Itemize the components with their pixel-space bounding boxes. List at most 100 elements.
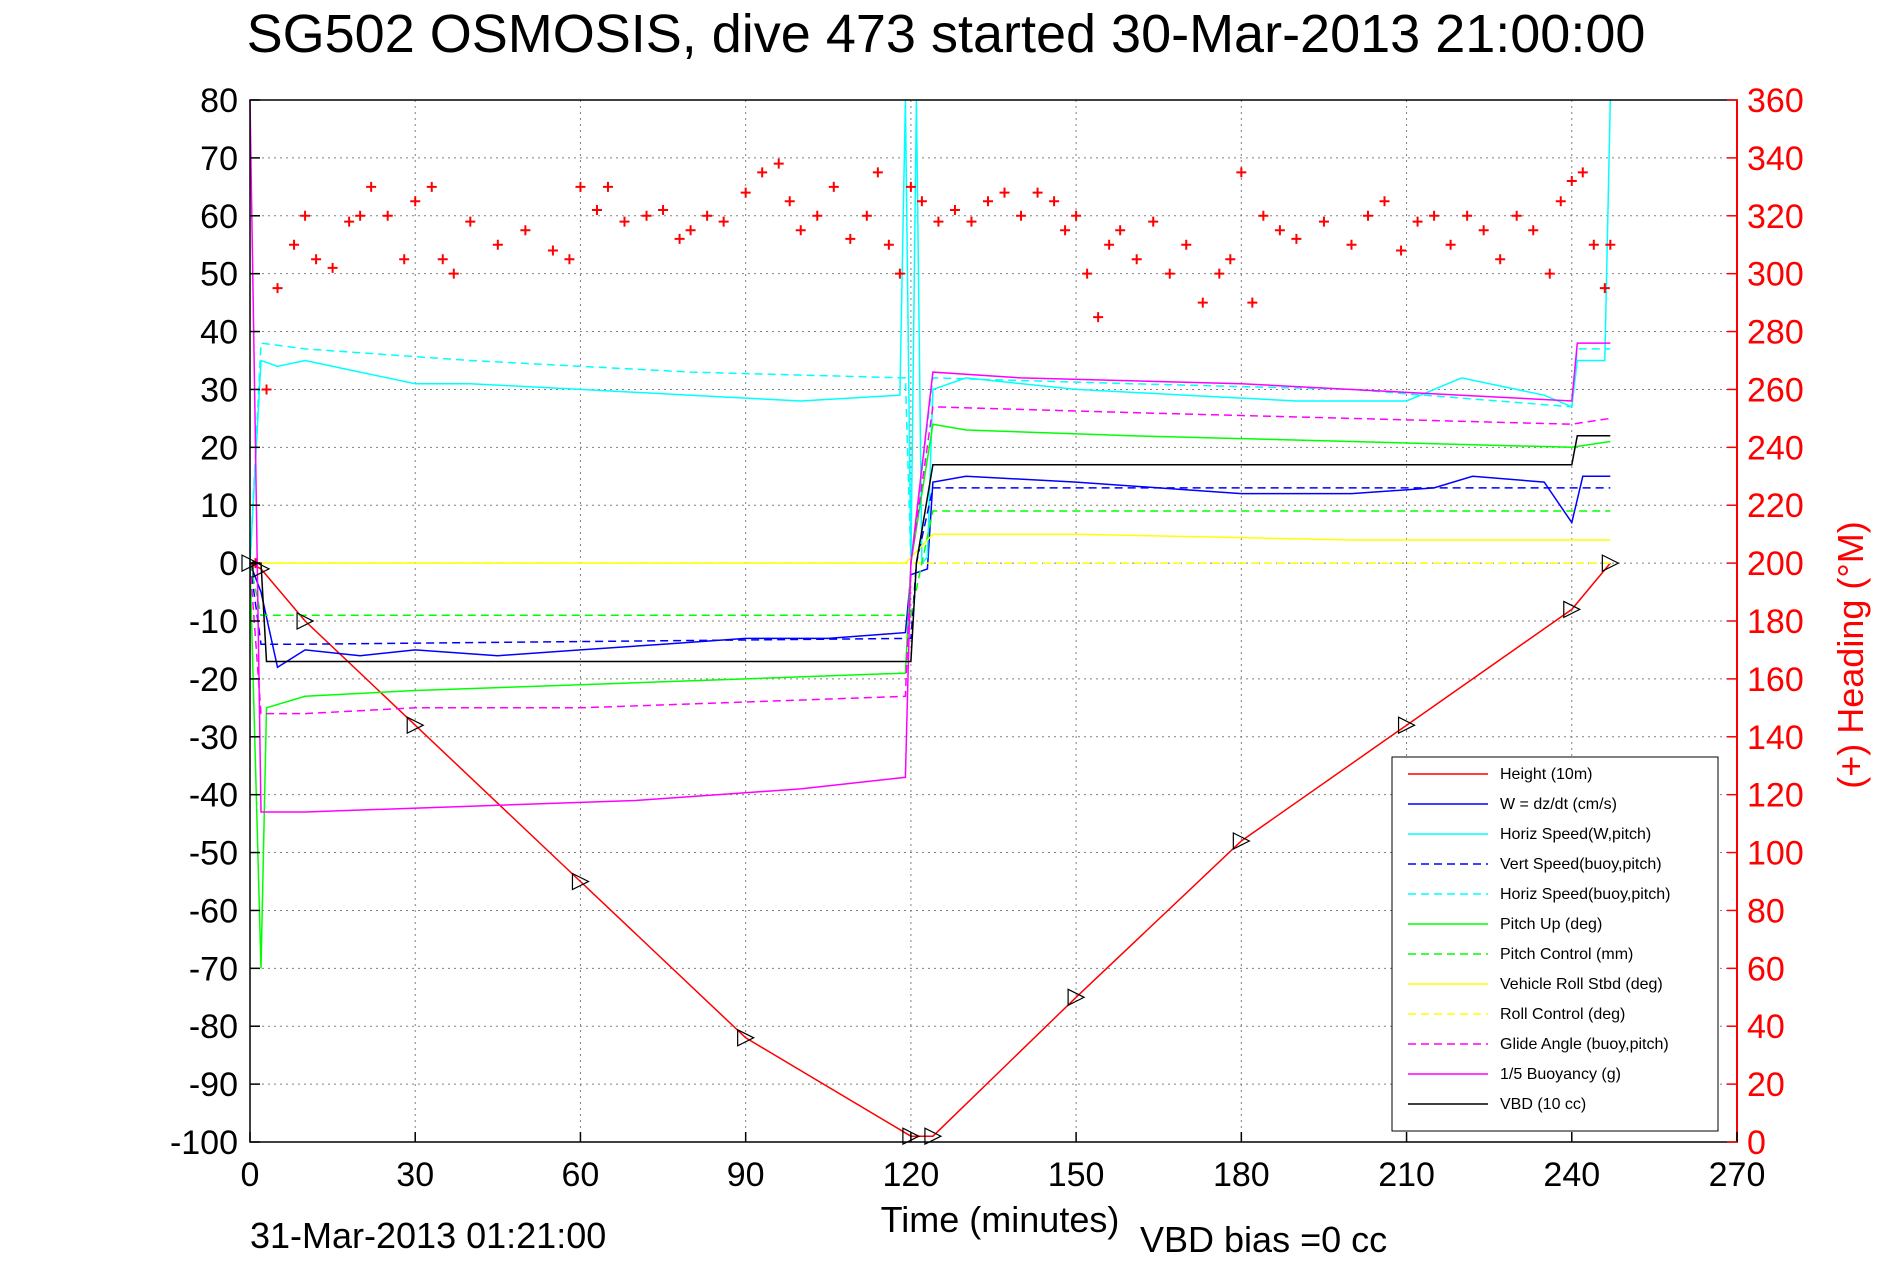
right-tick-label: 140: [1747, 719, 1804, 757]
heading-point: [1605, 239, 1616, 250]
y-tick-label: -30: [189, 719, 238, 757]
heading-point: [905, 181, 916, 192]
heading-point: [382, 210, 393, 221]
heading-point: [1164, 268, 1175, 279]
heading-point: [1214, 268, 1225, 279]
y-tick-label: 80: [200, 82, 238, 120]
y-tick-label: -10: [189, 603, 238, 641]
heading-point: [982, 196, 993, 207]
heading-point: [1379, 196, 1390, 207]
legend-label: Horiz Speed(W,pitch): [1500, 826, 1651, 843]
heading-point: [1445, 239, 1456, 250]
heading-point: [1363, 210, 1373, 221]
heading-point: [1544, 268, 1555, 279]
y-tick-label: 30: [200, 371, 238, 409]
x-tick-label: 210: [1378, 1156, 1435, 1194]
series-line-9: [249, 406, 1611, 715]
height-marker: [1232, 832, 1251, 850]
x-tick-label: 0: [241, 1156, 260, 1194]
legend-label: Pitch Up (deg): [1500, 916, 1602, 933]
height-marker: [737, 1028, 756, 1047]
right-tick-label: 360: [1747, 82, 1804, 120]
heading-point: [861, 210, 872, 221]
legend-label: Horiz Speed(buoy,pitch): [1500, 886, 1670, 903]
heading-point: [1429, 210, 1440, 221]
series-line-11: [250, 435, 1611, 663]
series-layer: [249, 99, 1612, 1137]
heading-point: [1236, 167, 1247, 178]
heading-point: [999, 187, 1010, 198]
height-marker: [1563, 600, 1582, 619]
heading-point: [311, 254, 322, 265]
axis-ticks: 0 30 60 90 120 150 180 210 240 270 80 70 60 50 40 30 20 1…: [170, 82, 1804, 1194]
right-tick-label: 220: [1747, 487, 1804, 525]
right-tick-label: 240: [1747, 429, 1804, 467]
heading-point: [437, 254, 448, 265]
heading-point: [1104, 239, 1115, 250]
right-axis-label: (+) Heading (°M): [1830, 521, 1871, 788]
series-line-1: [249, 475, 1611, 669]
right-tick-label: 60: [1747, 950, 1785, 988]
x-tick-label: 90: [727, 1156, 765, 1194]
heading-point: [465, 216, 476, 227]
heading-point: [602, 181, 613, 192]
x-tick-label: 60: [562, 1156, 600, 1194]
y-tick-label: 40: [200, 314, 238, 352]
heading-point: [795, 225, 806, 236]
series-line-4: [249, 342, 1611, 564]
y-tick-label: 60: [200, 198, 238, 236]
heading-point: [757, 167, 768, 178]
y-tick-label: -60: [189, 892, 238, 930]
heading-point: [399, 254, 410, 265]
right-tick-label: 0: [1747, 1124, 1766, 1162]
y-tick-label: 20: [200, 429, 238, 467]
heading-point: [1528, 225, 1539, 236]
x-tick-label: 270: [1709, 1156, 1766, 1194]
heading-point: [641, 210, 652, 221]
heading-point: [1291, 233, 1302, 244]
heading-point: [1071, 210, 1082, 221]
y-tick-label: 10: [200, 487, 238, 525]
legend-label: Vert Speed(buoy,pitch): [1500, 856, 1662, 873]
height-marker: [1601, 554, 1620, 573]
y-tick-label: 70: [200, 140, 238, 178]
heading-point: [1060, 225, 1071, 236]
heading-point: [1197, 297, 1208, 308]
y-tick-label: -50: [189, 835, 238, 873]
heading-point: [1181, 239, 1192, 250]
legend-label: Height (10m): [1500, 766, 1592, 783]
series-line-5: [249, 423, 1611, 969]
height-marker: [406, 716, 425, 735]
heading-point: [492, 239, 503, 250]
heading-point: [1093, 312, 1104, 323]
heading-point: [261, 384, 272, 395]
heading-point: [520, 225, 531, 236]
right-tick-label: 20: [1747, 1066, 1785, 1104]
right-tick-label: 280: [1747, 314, 1804, 352]
heading-point: [1082, 268, 1093, 279]
heading-point: [1148, 216, 1159, 227]
series-line-10: [249, 99, 1611, 813]
heading-point: [685, 225, 696, 236]
right-tick-label: 340: [1747, 140, 1804, 178]
heading-point: [1225, 254, 1236, 265]
right-tick-label: 300: [1747, 256, 1804, 294]
right-tick-label: 40: [1747, 1008, 1785, 1046]
heading-point: [300, 210, 311, 221]
right-tick-label: 260: [1747, 371, 1804, 409]
heading-point: [718, 216, 729, 227]
heading-point: [773, 158, 784, 169]
heading-point: [547, 245, 558, 256]
heading-point: [966, 216, 977, 227]
heading-point: [933, 216, 944, 227]
right-tick-label: 200: [1747, 545, 1804, 583]
series-line-6: [249, 510, 1611, 616]
chart-title: SG502 OSMOSIS, dive 473 started 30-Mar-2…: [247, 4, 1646, 64]
heading-point: [828, 181, 839, 192]
height-marker: [1067, 988, 1086, 1007]
right-tick-label: 100: [1747, 835, 1804, 873]
heading-point: [619, 216, 630, 227]
heading-point: [410, 196, 421, 207]
heading-series: [241, 158, 1620, 1146]
heading-point: [575, 181, 586, 192]
